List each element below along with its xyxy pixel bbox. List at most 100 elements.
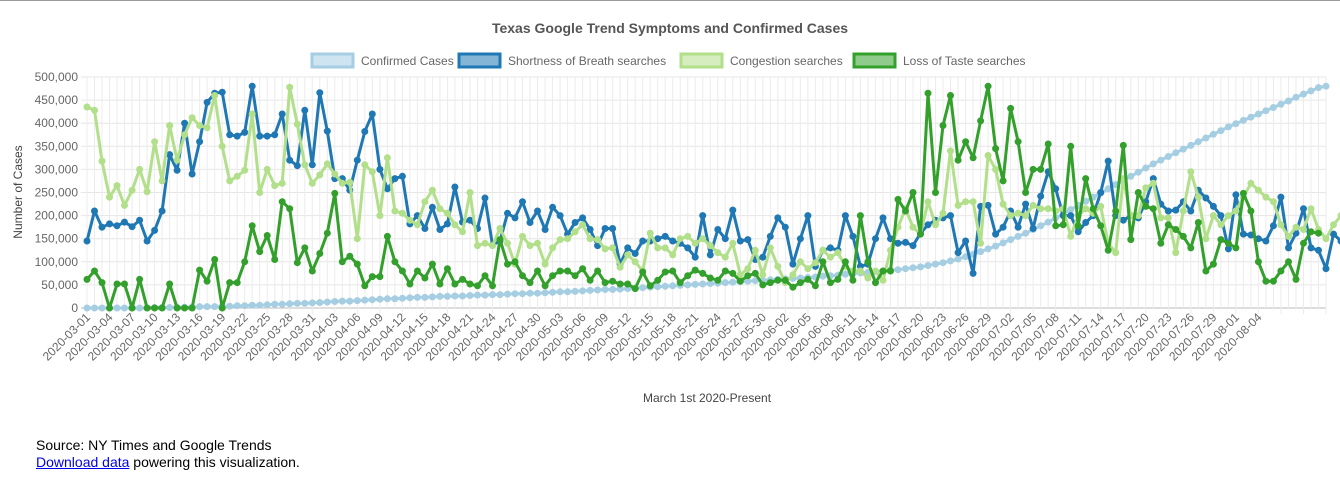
data-point <box>894 239 902 247</box>
data-point <box>263 301 271 309</box>
data-point <box>954 156 962 164</box>
data-point <box>669 267 677 275</box>
data-point <box>286 205 294 213</box>
data-point <box>391 207 399 215</box>
data-point <box>1285 258 1292 266</box>
data-point <box>849 276 857 284</box>
legend[interactable]: Confirmed Cases Shortness of Breath searc… <box>310 52 1026 69</box>
data-point <box>91 304 98 312</box>
data-point <box>1067 232 1075 240</box>
data-point <box>714 276 722 284</box>
data-point <box>1164 207 1172 215</box>
data-point <box>534 267 541 275</box>
data-point <box>391 258 399 266</box>
data-point <box>248 222 256 230</box>
y-tick-label: 300,000 <box>35 162 79 176</box>
data-point <box>594 236 602 244</box>
data-point <box>466 189 474 196</box>
data-point <box>474 291 481 299</box>
data-point <box>1194 138 1202 146</box>
data-point <box>571 287 579 295</box>
data-point <box>1285 97 1292 105</box>
data-point <box>1157 214 1165 222</box>
data-point <box>969 198 977 206</box>
data-point <box>413 221 421 229</box>
data-point <box>361 161 369 169</box>
data-point <box>301 244 309 252</box>
data-point <box>661 268 669 276</box>
data-point <box>932 221 939 229</box>
data-point <box>106 304 113 312</box>
data-point <box>376 165 384 173</box>
data-point <box>1269 198 1277 206</box>
data-point <box>338 258 346 266</box>
data-point <box>248 82 256 90</box>
legend-swatch <box>457 52 502 69</box>
data-point <box>361 128 369 135</box>
data-point <box>1315 84 1322 92</box>
data-point <box>398 209 406 217</box>
data-point <box>158 177 166 185</box>
data-point <box>841 258 849 266</box>
data-point <box>1247 179 1255 187</box>
data-point <box>151 226 159 234</box>
data-point <box>654 283 662 291</box>
data-point <box>841 270 849 278</box>
data-point <box>1164 214 1172 222</box>
data-point <box>136 275 144 283</box>
data-point <box>1194 193 1202 201</box>
data-point <box>609 286 617 293</box>
data-point <box>541 260 549 268</box>
data-point <box>233 302 241 310</box>
data-point <box>391 295 399 303</box>
data-point <box>1052 222 1060 230</box>
data-point <box>826 244 834 252</box>
data-point <box>1097 222 1105 230</box>
data-point <box>564 235 572 243</box>
legend-label: Congestion searches <box>730 54 843 68</box>
data-point <box>1307 205 1315 213</box>
data-point <box>721 253 729 261</box>
data-point <box>909 264 917 272</box>
data-point <box>1277 221 1285 229</box>
data-point <box>564 267 572 275</box>
data-point <box>398 172 406 180</box>
legend-swatch <box>679 52 724 69</box>
data-point <box>1089 205 1097 213</box>
data-point <box>1285 232 1292 240</box>
data-point <box>1104 246 1112 254</box>
data-point <box>879 276 887 284</box>
data-point <box>1097 189 1105 196</box>
data-point <box>83 304 91 312</box>
data-point <box>1037 165 1045 173</box>
data-point <box>1232 120 1240 128</box>
data-point <box>278 198 286 206</box>
data-point <box>811 259 819 267</box>
data-point <box>766 279 774 287</box>
data-point <box>1142 202 1150 210</box>
legend-item-shortness[interactable]: Shortness of Breath searches <box>457 52 666 69</box>
data-point <box>166 151 174 159</box>
data-point <box>586 286 594 294</box>
data-point <box>143 237 151 245</box>
data-point <box>894 195 902 203</box>
legend-item-taste[interactable]: Loss of Taste searches <box>852 52 1026 69</box>
data-point <box>721 279 729 287</box>
data-point <box>736 277 744 285</box>
line-chart: 0 50,000 100,000 150,000 200,000 250,000 300,0… <box>11 20 1340 405</box>
data-point <box>481 272 489 280</box>
data-point <box>226 131 234 139</box>
data-point <box>151 304 159 312</box>
data-point <box>594 267 602 275</box>
data-point <box>203 277 211 285</box>
data-point <box>1082 205 1090 213</box>
data-point <box>841 212 849 220</box>
data-point <box>256 301 264 309</box>
download-data-link[interactable]: Download data <box>36 454 130 470</box>
data-point <box>999 177 1007 185</box>
legend-item-confirmed[interactable]: Confirmed Cases <box>310 52 454 69</box>
y-tick-label: 250,000 <box>35 186 79 200</box>
legend-item-congestion[interactable]: Congestion searches <box>679 52 843 69</box>
data-point <box>1300 226 1307 233</box>
data-point <box>443 265 451 273</box>
